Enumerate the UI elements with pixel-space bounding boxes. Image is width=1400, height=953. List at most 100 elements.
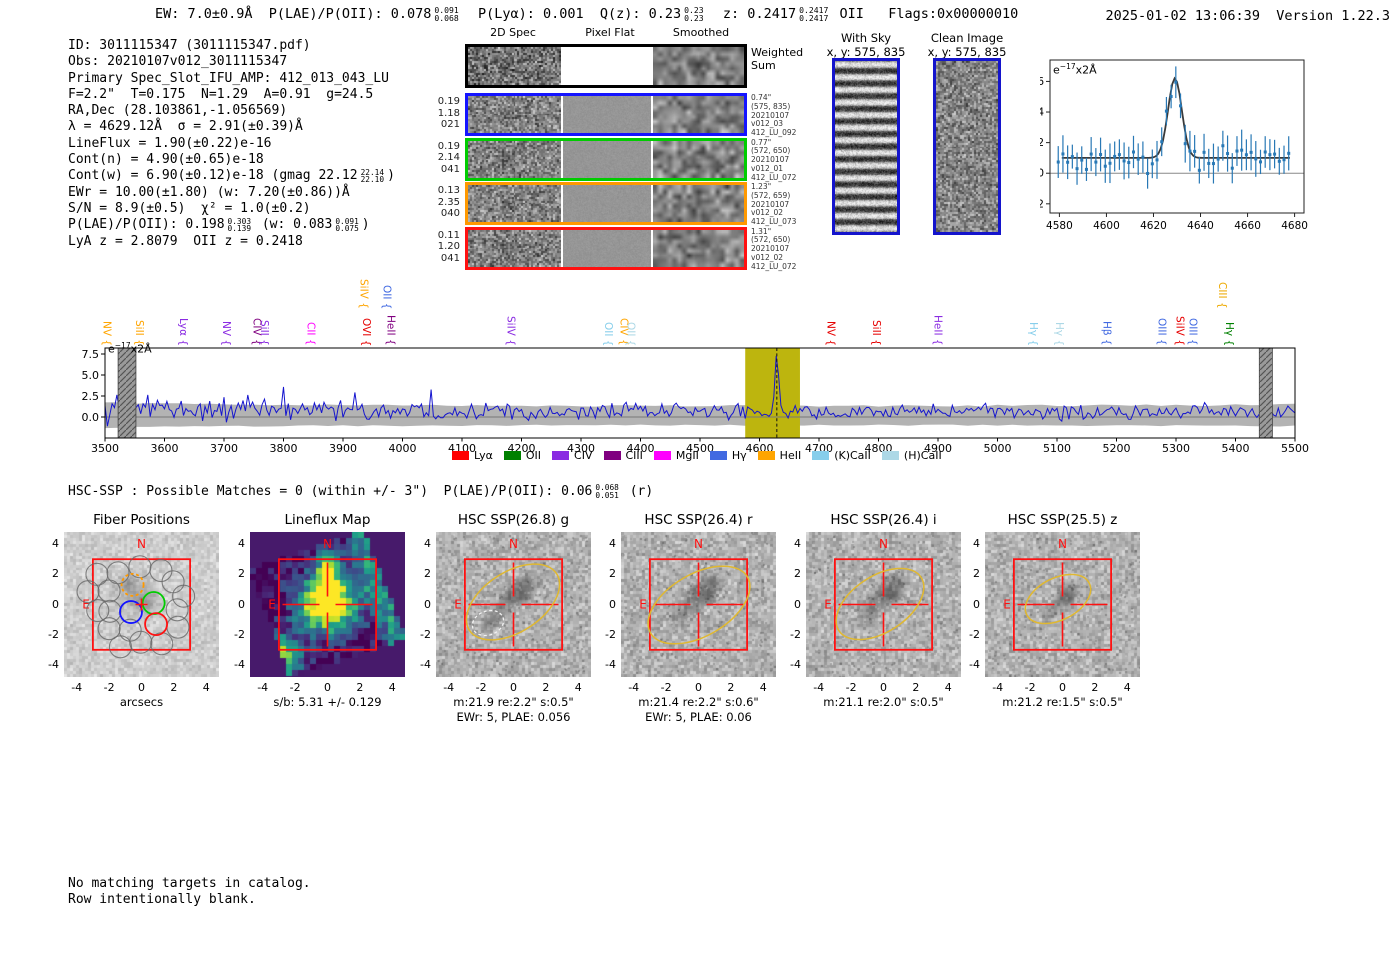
- text-segment: P(LAE)/P(OII): 0.198: [68, 217, 225, 233]
- legend-label: (H)CaII: [903, 449, 942, 462]
- emission-line-label: OVI {: [359, 317, 372, 346]
- static-element: [120, 572, 145, 597]
- emission-line-label: CII {: [304, 322, 317, 346]
- footer-line: No matching targets in catalog.: [68, 876, 311, 891]
- panel-ytick: 2: [424, 567, 431, 581]
- flux-units-annotation: e−17x2Å: [1053, 62, 1097, 77]
- panel-xtick: -4: [992, 681, 1004, 694]
- panel-xtick: -4: [71, 681, 83, 694]
- static-element: [86, 598, 110, 623]
- emission-line-label: NV {: [220, 320, 233, 346]
- pixel-flat-image: [563, 185, 651, 222]
- static-element: (575, 835): [751, 101, 791, 111]
- legend-swatch: [503, 451, 521, 460]
- text-segment: ): [387, 168, 395, 184]
- static-element: 0.19: [437, 96, 460, 107]
- spectrum-legend: Lyα OII CIV CIII MgII Hγ HeII (K)CaII (H)CaII: [452, 449, 953, 462]
- static-element: 0.075: [335, 224, 359, 234]
- legend-label: CIV: [574, 449, 593, 462]
- static-element: [1254, 157, 1258, 161]
- static-element: [1240, 148, 1244, 152]
- detection-info-block: ID: 3011115347 (3011115347.pdf) Obs: 2021…: [68, 38, 395, 250]
- panel-xtick: 0: [324, 681, 331, 694]
- legend-swatch: [603, 451, 621, 460]
- panel-overlay-hsc_i: NE: [824, 537, 933, 651]
- static-element: N: [509, 537, 518, 551]
- stacked-fraction: 0.091 0.075: [335, 216, 359, 234]
- static-element: 0.068: [434, 13, 459, 24]
- panel-xtick: 4: [388, 681, 396, 694]
- info-line: Cont(n) = 4.90(±0.65)e-18: [68, 152, 395, 168]
- text-segment: EW: 7.0±0.9Å P(LAE)/P(OII): 0.078: [155, 6, 432, 22]
- legend-label: HeII: [779, 449, 802, 462]
- panel-ytick: -4: [969, 657, 980, 671]
- static-element: 0.091: [335, 216, 359, 226]
- spectrum-svg: 3500 3600 3700 3800 3900 4000 4100 4200 4300 4400…: [82, 347, 1309, 455]
- emission-line-label: Lyα {: [177, 317, 190, 346]
- panel-xtick: -2: [289, 681, 301, 694]
- static-element: [1113, 154, 1117, 158]
- emission-line-label: OII {: [380, 284, 393, 309]
- static-element: 0.19: [437, 140, 460, 152]
- cutout-column-header: 2D Spec: [490, 26, 536, 39]
- static-element: 021: [440, 119, 460, 130]
- static-element: [104, 355, 1296, 427]
- static-element: Sum: [751, 58, 776, 72]
- panel-ytick: 4: [794, 537, 801, 551]
- static-element: [97, 579, 121, 603]
- cutout-row: [465, 44, 747, 88]
- static-element: [1197, 168, 1201, 172]
- info-line: S/N = 8.9(±0.5) χ² = 1.0(±0.2): [68, 201, 395, 217]
- static-element: [1258, 347, 1273, 439]
- static-element: 1.20: [437, 241, 460, 252]
- static-element: [1094, 160, 1098, 164]
- panel-ytick: 4: [973, 537, 980, 551]
- static-element: [745, 348, 800, 438]
- static-element: [1122, 159, 1126, 163]
- panel-ytick: 0: [794, 597, 801, 611]
- static-element: [1160, 140, 1164, 144]
- panel-ytick: -2: [790, 627, 801, 641]
- static-element: [1117, 153, 1121, 157]
- legend-swatch: [552, 451, 570, 460]
- static-element: 20210107: [751, 244, 790, 254]
- panel-caption1: m:21.1 re:2.0" s:0.5": [823, 695, 944, 709]
- cutout-row-right-label: 0.74" (575, 835) 20210107 v012_03 412_LU_092: [751, 93, 821, 138]
- static-element: 412_LU_073: [751, 217, 797, 227]
- static-element: N: [879, 537, 888, 551]
- legend-swatch: [812, 451, 830, 460]
- static-element: (572, 659): [751, 190, 791, 200]
- static-element: [1230, 166, 1234, 170]
- emission-line-labels: NV {SiII {Lyα {NV {CIV {SiII {CII {SiIV …: [0, 262, 1400, 346]
- emission-line-label: CIV {: [617, 318, 630, 346]
- emission-line-label: Hγ {: [1223, 321, 1236, 346]
- static-element: [463, 558, 563, 651]
- static-element: −17: [114, 341, 131, 350]
- static-element: v012_02: [751, 208, 784, 218]
- stacked-fraction: 0.303 0.139: [228, 217, 251, 234]
- panel-ytick: -4: [48, 657, 59, 671]
- static-element: [1273, 152, 1277, 156]
- static-element: E: [824, 598, 832, 612]
- static-element: [1202, 150, 1206, 154]
- static-element: 22.14: [360, 167, 385, 177]
- emission-line-label: HeII {: [384, 315, 397, 346]
- static-element: [1146, 171, 1150, 175]
- legend-item: CIII: [603, 449, 643, 462]
- static-element: [1258, 160, 1262, 164]
- legend-item: (K)CaII: [812, 449, 871, 462]
- static-element: [172, 584, 196, 608]
- static-element: [161, 570, 185, 594]
- static-element: [1127, 161, 1131, 165]
- static-element: 0.77": [751, 137, 772, 147]
- static-element: [1131, 150, 1135, 154]
- info-line: λ = 4629.12Å σ = 2.91(±0.39)Å: [68, 119, 395, 135]
- emission-line-label: Hγ {: [1053, 321, 1066, 346]
- panel-ytick: -4: [420, 657, 431, 671]
- legend-label: Lyα: [474, 449, 493, 462]
- emission-line-label: SiII {: [258, 320, 271, 346]
- panel-xtick: 2: [1091, 681, 1099, 694]
